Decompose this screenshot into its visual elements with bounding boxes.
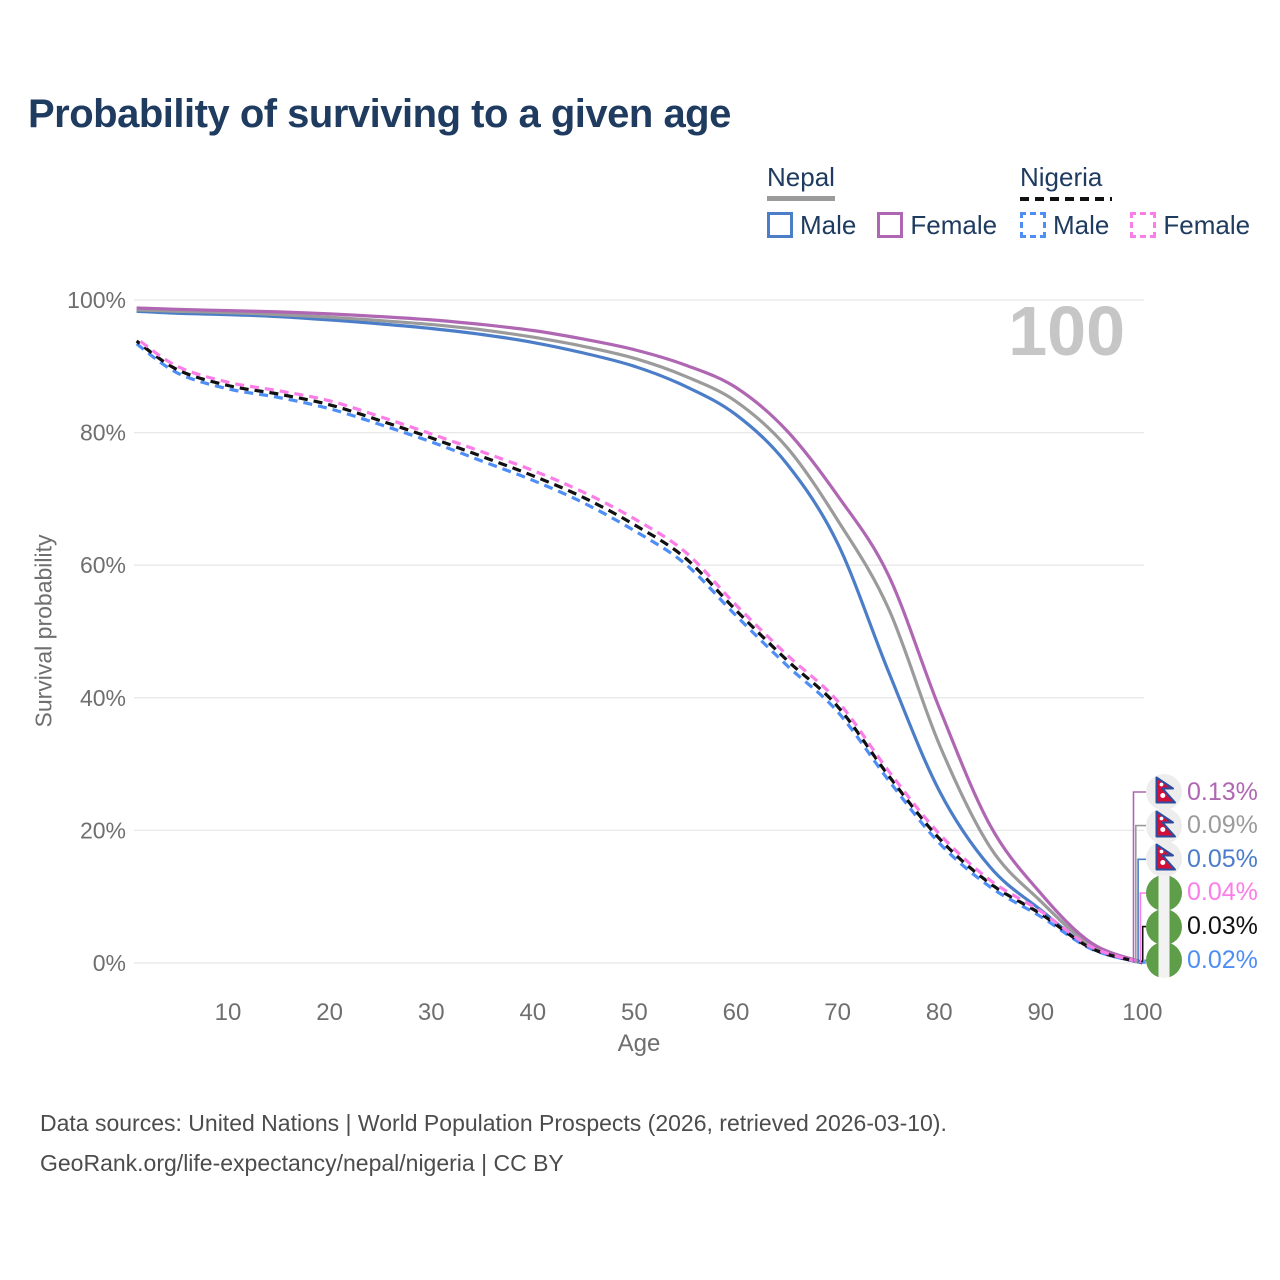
legend-item-nigeria-male[interactable]: Male bbox=[1020, 210, 1109, 241]
legend-group-nigeria: Nigeria Male Female bbox=[1020, 163, 1250, 241]
legend-item-nigeria-female[interactable]: Female bbox=[1130, 210, 1250, 241]
legend-country-nigeria: Nigeria bbox=[1020, 162, 1103, 192]
x-axis-tick-label: 80 bbox=[926, 999, 953, 1026]
end-value-label: 0.13% bbox=[1187, 777, 1258, 806]
data-sources-note: Data sources: United Nations | World Pop… bbox=[40, 1110, 947, 1136]
nigeria-flag-icon bbox=[1146, 942, 1182, 979]
nepal-female-line bbox=[136, 306, 1143, 964]
nigeria-both-line bbox=[135, 339, 1143, 965]
y-axis-tick-label: 20% bbox=[80, 817, 126, 843]
legend-group-nepal: Nepal Male Female bbox=[767, 163, 997, 241]
end-value-label: 0.02% bbox=[1187, 945, 1258, 974]
end-label-row: 0.09% bbox=[1146, 807, 1258, 844]
x-axis-tick-label: 100 bbox=[1122, 999, 1162, 1026]
legend-label: Male bbox=[1053, 209, 1110, 240]
end-label-row: 0.02% bbox=[1146, 942, 1258, 979]
end-value-label: 0.09% bbox=[1187, 811, 1258, 840]
y-axis-title: Survival probability bbox=[30, 534, 57, 728]
nigeria-line-style-swatch bbox=[1020, 196, 1112, 201]
end-value-label: 0.04% bbox=[1187, 878, 1258, 907]
x-axis-tick-label: 30 bbox=[418, 999, 445, 1026]
legend-country-nepal: Nepal bbox=[767, 162, 835, 192]
end-label-row: 0.13% bbox=[1146, 774, 1258, 810]
nigeria-female-swatch bbox=[1130, 212, 1157, 239]
y-axis-tick-label: 60% bbox=[80, 552, 126, 578]
x-axis-tick-label: 10 bbox=[215, 999, 242, 1026]
x-axis-tick-label: 40 bbox=[519, 999, 546, 1026]
end-label-row: 0.05% bbox=[1146, 841, 1258, 878]
end-label-connector bbox=[1139, 892, 1146, 964]
nigeria-male-line bbox=[135, 342, 1143, 965]
nepal-female-swatch bbox=[877, 212, 904, 239]
y-axis-tick-label: 80% bbox=[80, 420, 126, 446]
y-axis-tick-label: 0% bbox=[93, 950, 126, 976]
end-label-connector bbox=[1141, 959, 1146, 964]
end-label-connector bbox=[1137, 858, 1146, 964]
y-axis-tick-label: 100% bbox=[67, 287, 126, 313]
nepal-line-style-swatch bbox=[767, 195, 835, 201]
end-label-row: 0.04% bbox=[1146, 874, 1258, 911]
nigeria-flag-icon bbox=[1146, 874, 1182, 911]
nepal-both-line bbox=[136, 308, 1143, 964]
nepal-male-line bbox=[136, 309, 1143, 965]
nepal-flag-icon bbox=[1146, 774, 1182, 810]
x-axis-tick-label: 70 bbox=[824, 999, 851, 1026]
hover-age-watermark: 100 bbox=[1008, 292, 1125, 370]
y-axis-tick-label: 40% bbox=[80, 685, 126, 711]
x-axis-tick-label: 50 bbox=[621, 999, 648, 1026]
nigeria-female-line bbox=[135, 337, 1143, 965]
legend-label: Male bbox=[800, 209, 857, 240]
nigeria-flag-icon bbox=[1146, 908, 1182, 945]
end-label-row: 0.03% bbox=[1146, 908, 1258, 945]
legend-label: Female bbox=[910, 209, 998, 240]
x-axis-title: Age bbox=[617, 1030, 661, 1057]
legend-item-nepal-male[interactable]: Male bbox=[767, 210, 856, 241]
nepal-flag-icon bbox=[1146, 841, 1182, 878]
nepal-flag-icon bbox=[1146, 807, 1182, 844]
end-value-label: 0.03% bbox=[1187, 912, 1258, 941]
end-value-label: 0.05% bbox=[1187, 844, 1258, 873]
legend-label: Female bbox=[1163, 209, 1251, 240]
x-axis-tick-label: 20 bbox=[316, 999, 343, 1026]
legend-item-nepal-female[interactable]: Female bbox=[877, 210, 997, 241]
x-axis-tick-label: 60 bbox=[723, 999, 750, 1026]
source-url-license: GeoRank.org/life-expectancy/nepal/nigeri… bbox=[40, 1150, 564, 1176]
x-axis-tick-label: 90 bbox=[1027, 999, 1054, 1026]
nepal-male-swatch bbox=[767, 212, 793, 239]
page-title: Probability of surviving to a given age bbox=[28, 92, 731, 136]
nigeria-male-swatch bbox=[1020, 212, 1046, 239]
